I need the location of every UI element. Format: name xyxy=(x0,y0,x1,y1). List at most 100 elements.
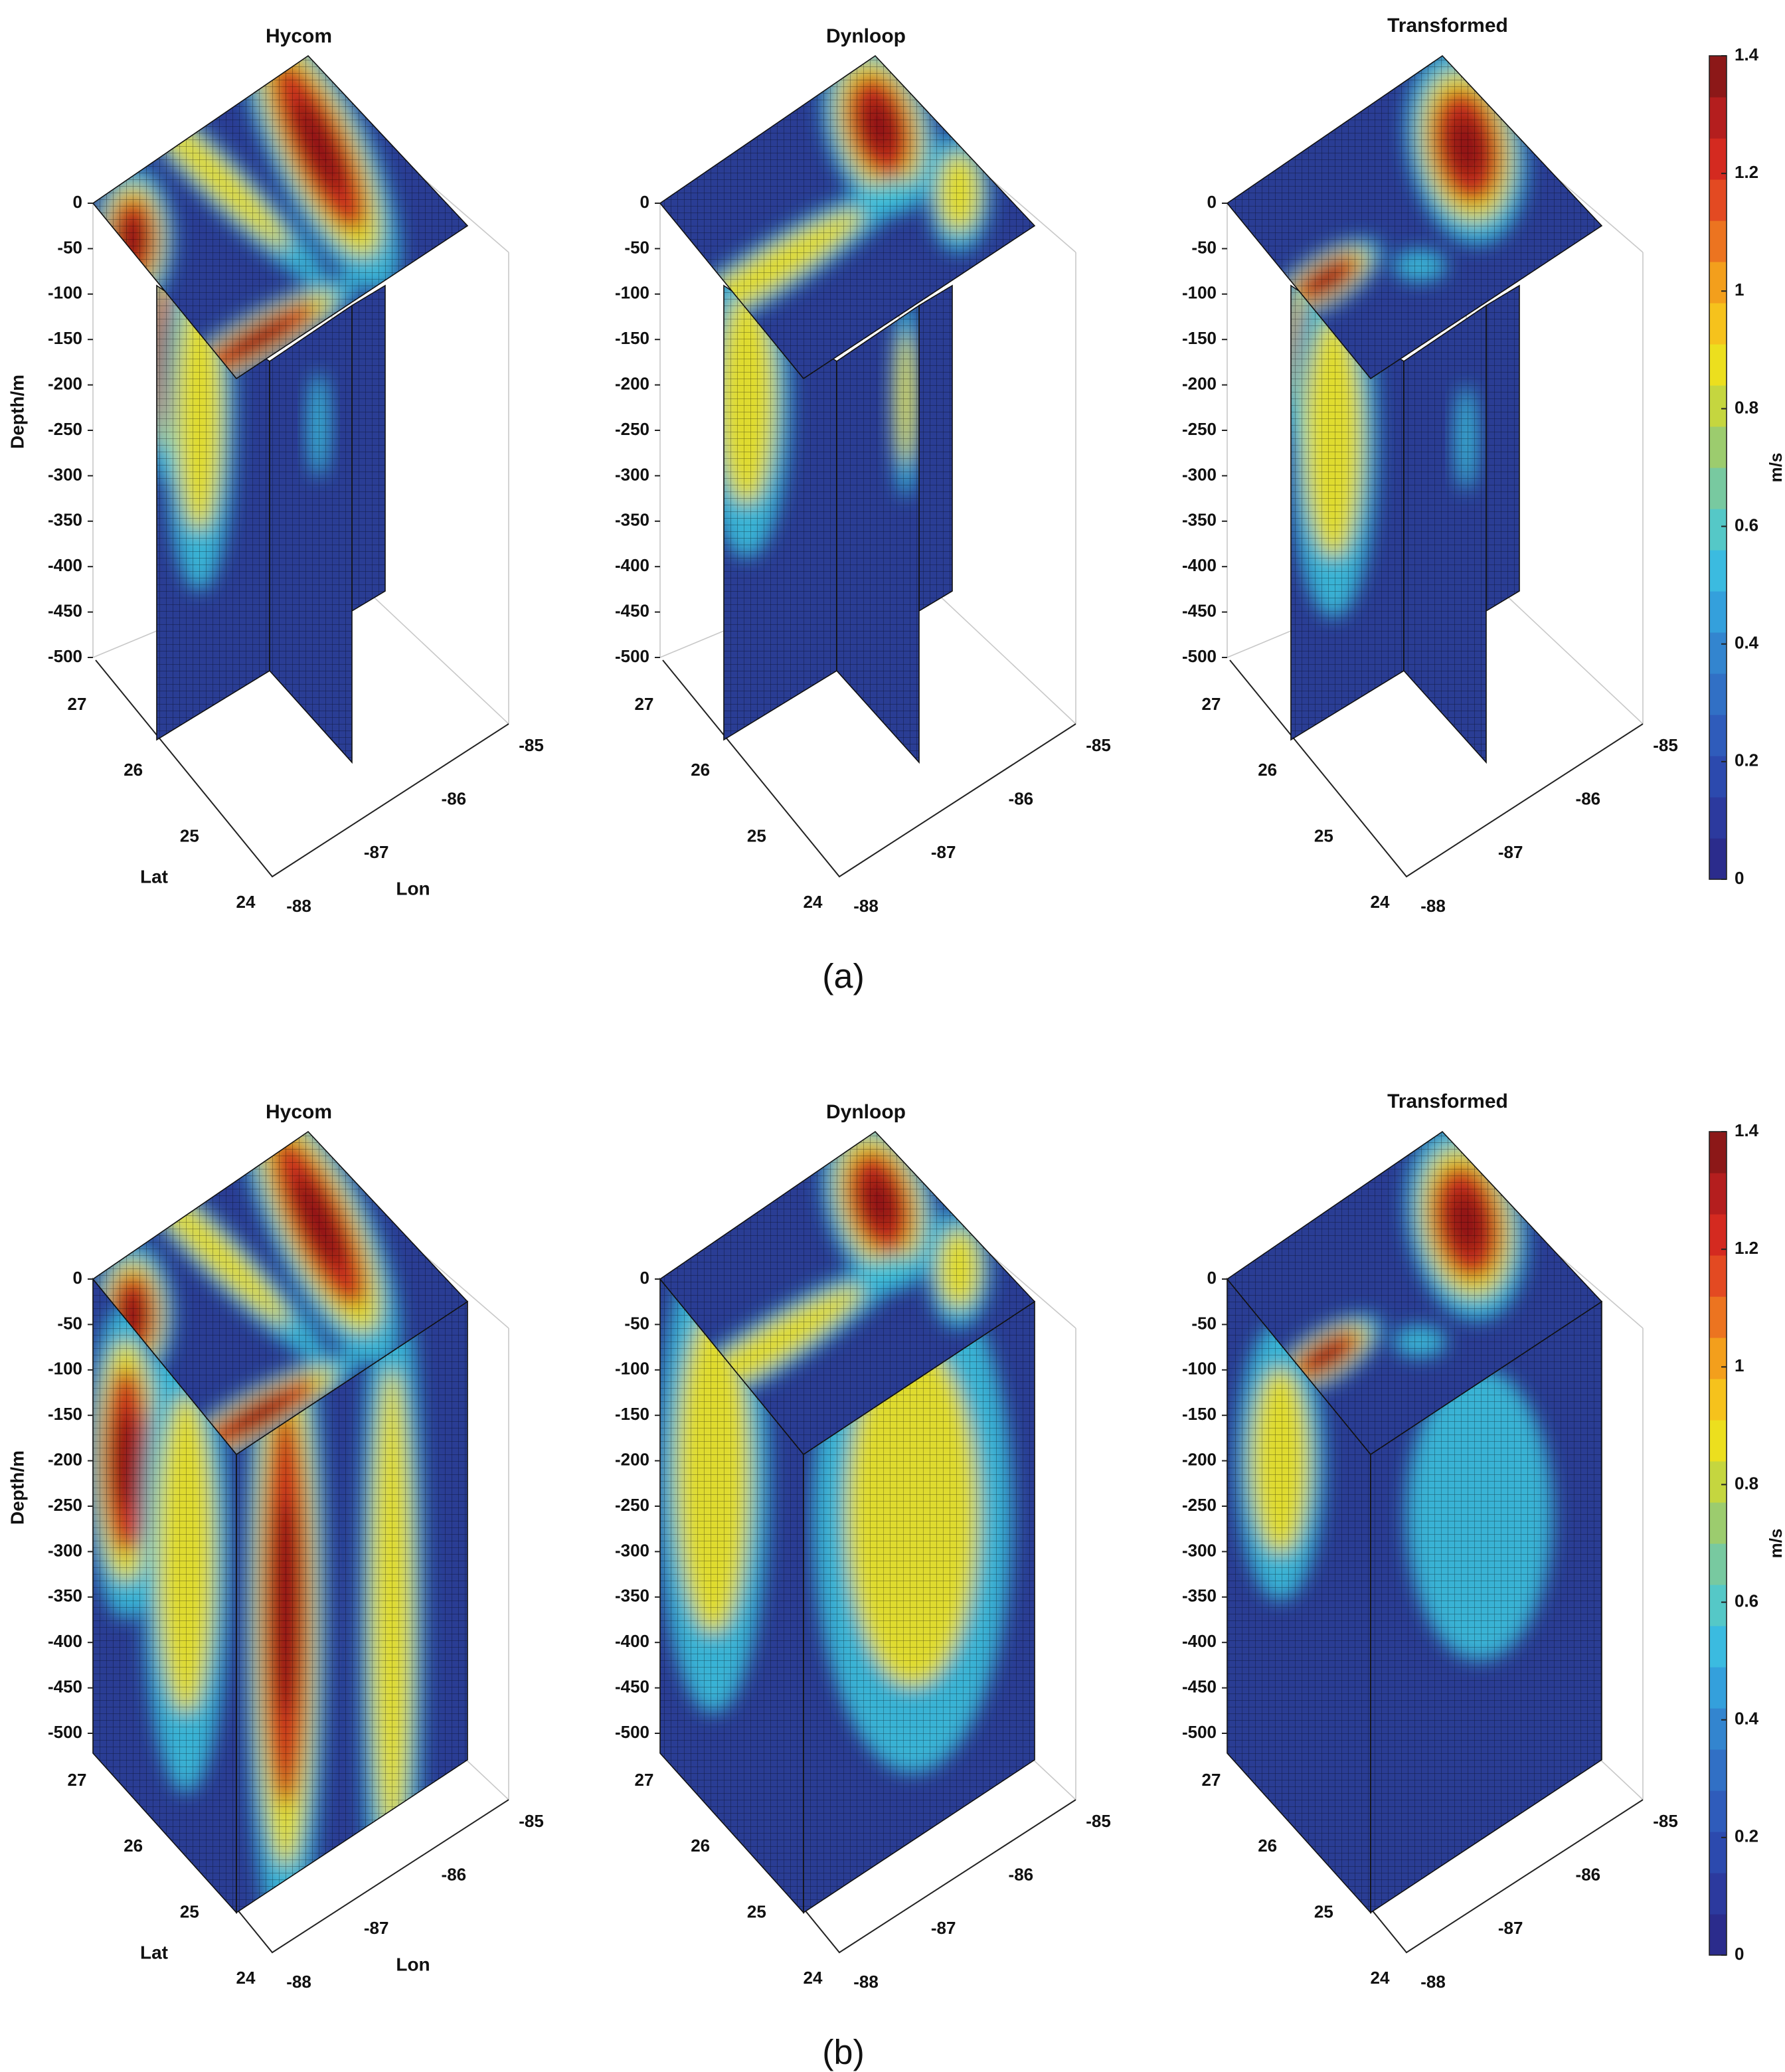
z-tick-label: -250 xyxy=(48,419,82,439)
colorbar-band xyxy=(1709,344,1727,386)
colorbar-band xyxy=(1709,1708,1727,1750)
mesh xyxy=(236,1302,468,1913)
colorbar-band xyxy=(1709,1255,1727,1297)
colorbar-band xyxy=(1709,303,1727,345)
mesh xyxy=(837,305,919,762)
colorbar-band xyxy=(1709,262,1727,303)
colorbar-band xyxy=(1709,1420,1727,1462)
colorbar-band xyxy=(1709,1873,1727,1915)
colorbar-tick-label: 0.8 xyxy=(1735,1473,1758,1493)
lat-tick-label: 24 xyxy=(804,1968,823,1988)
lat-tick-label: 25 xyxy=(747,1902,766,1922)
colorbar-band xyxy=(1709,468,1727,509)
plot-title: Dynloop xyxy=(826,1101,906,1123)
colorbar-band xyxy=(1709,1502,1727,1544)
z-tick-label: -200 xyxy=(48,1449,82,1469)
colorbar-band xyxy=(1709,632,1727,674)
mesh xyxy=(1291,286,1404,740)
lat-tick-label: 24 xyxy=(236,1968,256,1988)
lat-tick-label: 24 xyxy=(236,892,256,912)
lon-tick-label: -86 xyxy=(1009,789,1034,809)
z-tick-label: 0 xyxy=(73,192,82,212)
axis-line xyxy=(1229,659,1644,878)
z-tick-label: -500 xyxy=(615,1722,649,1742)
lon-tick-label: -87 xyxy=(931,842,956,862)
lon-tick-label: -88 xyxy=(1420,896,1446,916)
z-tick-label: -500 xyxy=(615,646,649,666)
z-tick-label: -200 xyxy=(615,1449,649,1469)
z-tick-label: -300 xyxy=(1182,464,1217,484)
surface-face xyxy=(1486,286,1519,611)
lat-tick-label: 25 xyxy=(1314,826,1333,846)
colorbar-band xyxy=(1709,715,1727,756)
colorbar-label: m/s xyxy=(1766,453,1785,483)
z-tick-label: 0 xyxy=(640,1268,649,1288)
plot-title: Transformed xyxy=(1387,1090,1508,1112)
mesh xyxy=(1227,56,1602,379)
surface-face xyxy=(1404,305,1486,762)
axis-line xyxy=(95,659,509,878)
z-tick-label: -250 xyxy=(1182,1495,1217,1515)
colorbar-band xyxy=(1709,1132,1727,1173)
surface-face xyxy=(1227,1279,1371,1913)
lat-tick-label: 24 xyxy=(804,892,823,912)
colorbar-band xyxy=(1709,220,1727,262)
lon-tick-label: -88 xyxy=(853,896,879,916)
surface-face xyxy=(724,286,837,740)
lon-tick-label: -85 xyxy=(1653,735,1678,755)
mesh xyxy=(919,286,952,611)
lon-tick-label: -88 xyxy=(1420,1972,1446,1992)
colorbar-band xyxy=(1709,1338,1727,1379)
plot-title: Hycom xyxy=(266,25,332,47)
face-edge xyxy=(1226,54,1603,380)
lon-tick-label: -86 xyxy=(1009,1865,1034,1885)
mesh xyxy=(270,305,352,762)
lon-tick-label: -88 xyxy=(286,896,311,916)
lat-tick-label: 26 xyxy=(124,760,143,780)
mesh xyxy=(724,286,837,740)
mesh xyxy=(660,1132,1035,1454)
mesh xyxy=(1486,286,1519,611)
z-tick-label: -50 xyxy=(1191,237,1217,257)
lat-tick-label: 27 xyxy=(1202,694,1221,714)
lon-tick-label: -86 xyxy=(1576,1865,1601,1885)
z-tick-label: 0 xyxy=(1207,192,1217,212)
lat-axis-label: Lat xyxy=(140,1942,168,1962)
lon-tick-label: -87 xyxy=(1498,842,1523,862)
z-tick-label: -400 xyxy=(615,1631,649,1651)
colorbar-tick-label: 1 xyxy=(1735,280,1744,300)
colorbar-tick-label: 0.2 xyxy=(1735,750,1758,770)
z-tick-label: -450 xyxy=(48,1676,82,1696)
surface-face xyxy=(1291,286,1404,740)
face-edge xyxy=(92,54,469,380)
lat-tick-label: 27 xyxy=(635,694,654,714)
lon-tick-label: -85 xyxy=(519,1811,544,1831)
z-tick-label: -350 xyxy=(1182,510,1217,530)
z-tick-label: -100 xyxy=(615,1359,649,1379)
plot-title: Hycom xyxy=(266,1101,332,1123)
z-tick-label: -250 xyxy=(615,419,649,439)
surface-face xyxy=(270,305,352,762)
z-tick-label: -450 xyxy=(1182,1676,1217,1696)
surface-face xyxy=(93,56,468,379)
face-edge xyxy=(659,54,1036,380)
colorbar-tick-label: 1.2 xyxy=(1735,162,1758,182)
z-tick-label: -450 xyxy=(615,1676,649,1696)
colorbar-band xyxy=(1709,426,1727,468)
z-tick-label: -500 xyxy=(1182,1722,1217,1742)
surface-face xyxy=(93,1132,468,1454)
colorbar-band xyxy=(1709,838,1727,880)
z-tick-label: -200 xyxy=(615,373,649,393)
colorbar-tick-label: 1.2 xyxy=(1735,1238,1758,1258)
lon-tick-label: -87 xyxy=(364,842,389,862)
lat-tick-label: 24 xyxy=(1371,892,1390,912)
colorbar-band xyxy=(1709,591,1727,633)
colorbar-band xyxy=(1709,1832,1727,1873)
colorbar-label: m/s xyxy=(1766,1529,1785,1559)
colorbar-band xyxy=(1709,1173,1727,1215)
surface-face xyxy=(660,56,1035,379)
face-edge xyxy=(1403,304,1487,764)
lon-tick-label: -86 xyxy=(442,789,467,809)
